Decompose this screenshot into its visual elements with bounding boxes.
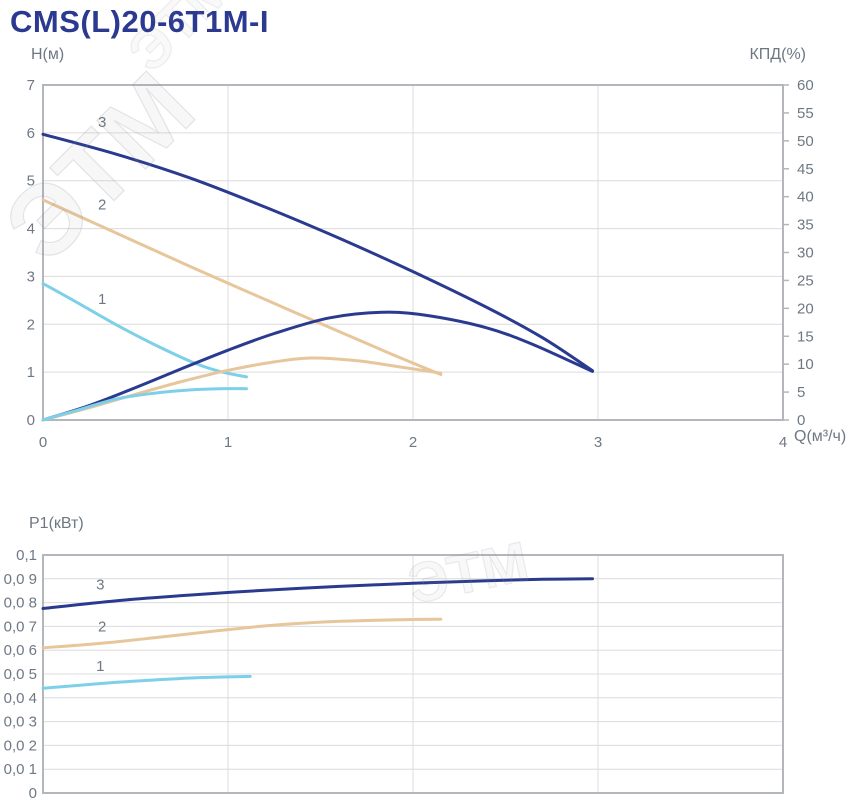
p1-tick-label: 0,0 3: [4, 714, 37, 731]
p1-tick-label: 0,0 7: [4, 618, 37, 635]
curve-2-head: [41, 198, 443, 376]
kpd-tick-label: 50: [797, 133, 814, 150]
kpd-tick-label: 5: [797, 384, 805, 401]
curve-number-label: 3: [96, 577, 104, 594]
h-tick-label: 5: [27, 173, 35, 190]
p1-tick-label: 0,0 1: [4, 761, 37, 778]
page-title: CMS(L)20-6T1M-I: [10, 4, 269, 39]
head-axis-label: H(м): [31, 46, 65, 63]
plot-border: [42, 554, 784, 794]
kpd-tick-label: 15: [797, 328, 814, 345]
p1-tick-label: 0,0 9: [4, 571, 37, 588]
q-tick-label: 4: [779, 434, 787, 451]
p1-tick-label: 0,0 4: [4, 690, 37, 707]
p1-tick-label: 0,0 6: [4, 642, 37, 659]
q-tick-label: 2: [409, 434, 417, 451]
efficiency-axis-label: КПД(%): [749, 46, 806, 63]
curve-number-label: 2: [98, 619, 106, 636]
curve-1-efficiency: [41, 387, 248, 422]
p1-tick-label: 0,1: [16, 547, 37, 564]
kpd-tick-label: 45: [797, 161, 814, 178]
h-tick-label: 6: [27, 125, 35, 142]
curve-3-power: [41, 577, 594, 610]
p1-tick-label: 0: [29, 785, 37, 802]
h-tick-label: 0: [27, 412, 35, 429]
kpd-tick-label: 60: [797, 77, 814, 94]
h-tick-label: 3: [27, 268, 35, 285]
h-tick-label: 7: [27, 77, 35, 94]
curve-3-head: [41, 132, 594, 373]
kpd-tick-label: 35: [797, 217, 814, 234]
power-axis-label: P1(кВт): [29, 515, 84, 532]
q-tick-label: 0: [39, 434, 47, 451]
h-tick-label: 2: [27, 316, 35, 333]
flow-axis-label: Q(м³/ч): [794, 428, 847, 445]
curve-3-efficiency: [41, 310, 594, 422]
kpd-tick-label: 0: [797, 412, 805, 429]
q-tick-label: 3: [594, 434, 602, 451]
curve-number-label: 1: [98, 291, 106, 308]
h-tick-label: 4: [27, 221, 35, 238]
curve-2-power: [41, 617, 443, 650]
curve-number-label: 2: [98, 196, 106, 213]
p1-tick-label: 0,0 5: [4, 666, 37, 683]
kpd-tick-label: 40: [797, 189, 814, 206]
q-tick-label: 1: [224, 434, 232, 451]
kpd-tick-label: 30: [797, 245, 814, 262]
kpd-tick-label: 10: [797, 356, 814, 373]
curve-number-label: 3: [98, 114, 106, 131]
h-tick-label: 1: [27, 364, 35, 381]
kpd-tick-label: 25: [797, 272, 814, 289]
p1-tick-label: 0,0 2: [4, 737, 37, 754]
curve-number-label: 1: [96, 658, 104, 675]
curve-1-power: [41, 674, 252, 690]
p1-tick-label: 0,0 8: [4, 595, 37, 612]
kpd-tick-label: 55: [797, 105, 814, 122]
curve-1-head: [41, 282, 248, 379]
kpd-tick-label: 20: [797, 300, 814, 317]
